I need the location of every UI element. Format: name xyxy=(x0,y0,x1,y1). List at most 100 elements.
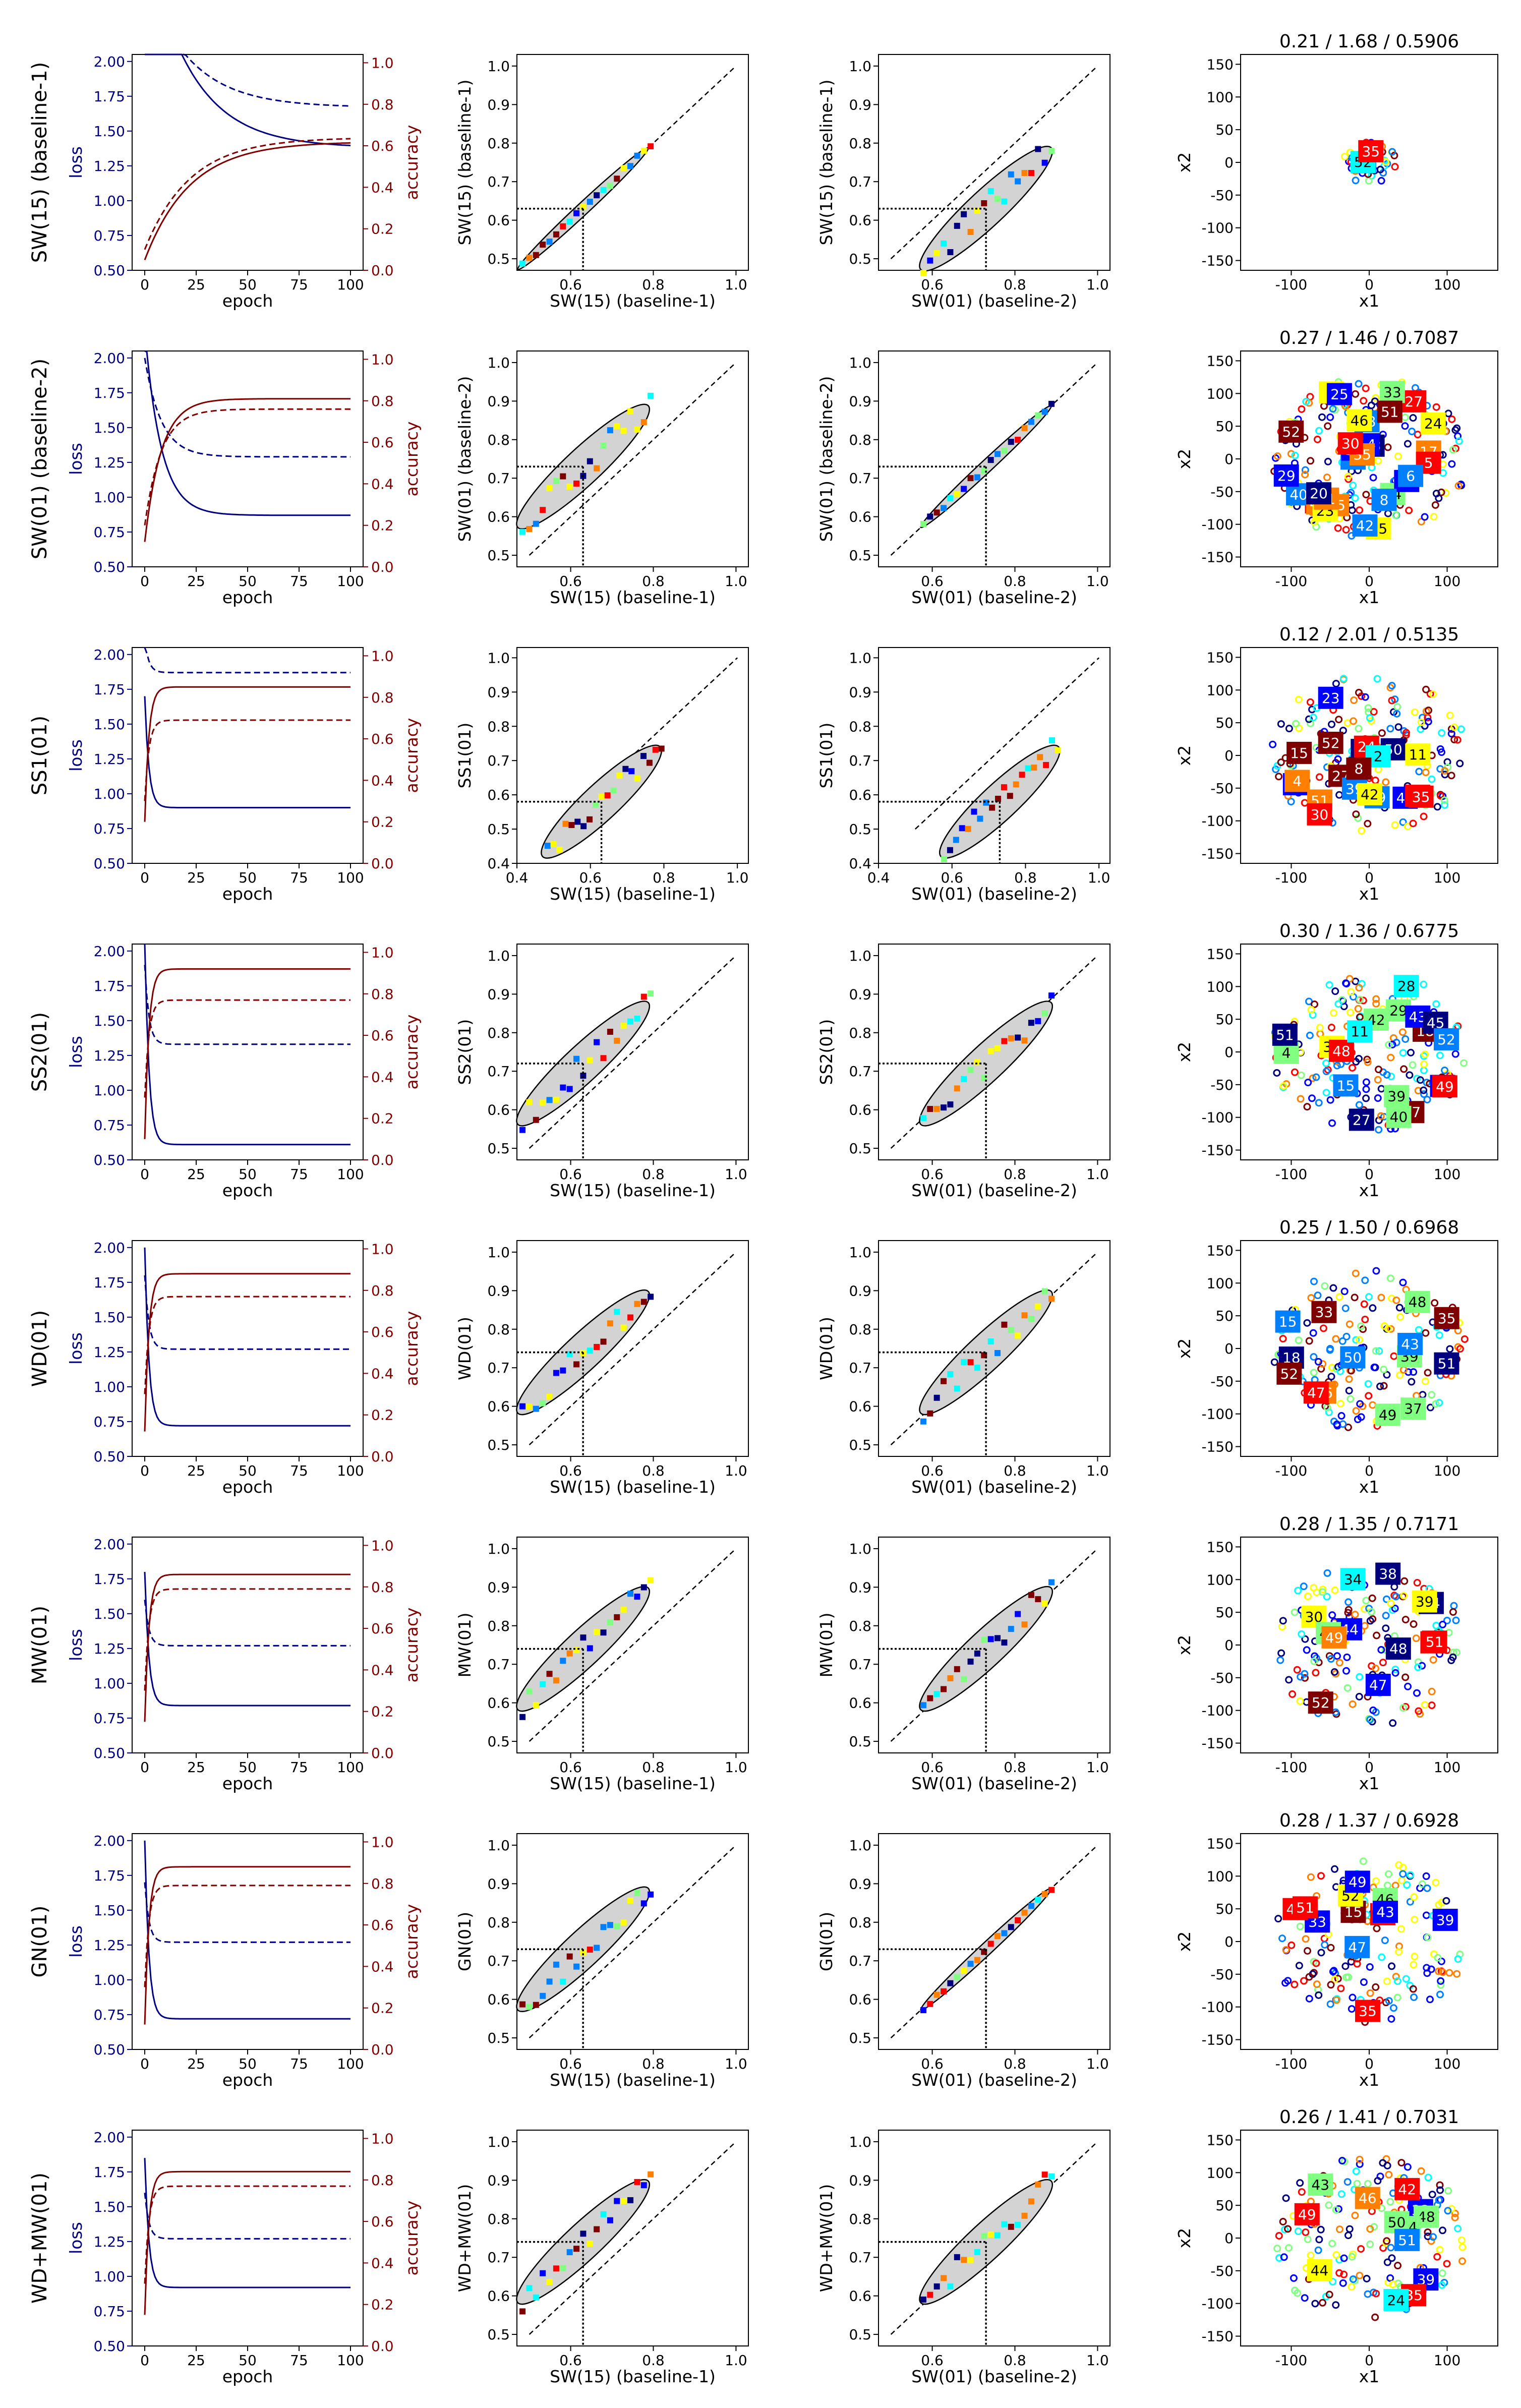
tsne-y-tick-label: 100 xyxy=(1207,1571,1234,1588)
identity-line xyxy=(529,1548,737,1742)
tsne-cluster-label: 51 xyxy=(1381,403,1399,420)
tsne-point xyxy=(1449,446,1457,454)
tsne-point xyxy=(1410,1993,1418,2001)
tsne-cluster-box xyxy=(1420,412,1446,435)
x-tick-label: 0.6 xyxy=(921,1166,944,1183)
tsne-cluster-box xyxy=(1397,1333,1423,1356)
acc-tick-label: 0.0 xyxy=(371,1745,394,1761)
tsne-point xyxy=(1447,772,1455,780)
tsne-x-label: x1 xyxy=(1359,884,1380,904)
y-tick-label: 0.6 xyxy=(487,212,510,229)
y-tick-label: 0.9 xyxy=(487,2172,510,2189)
tsne-point xyxy=(1366,2240,1374,2248)
scatter-point xyxy=(961,1676,967,1683)
tsne-point xyxy=(1394,452,1402,460)
y-tick-label: 0.8 xyxy=(487,2211,510,2227)
y-tick-label: 0.9 xyxy=(849,1579,871,1596)
scatter-point xyxy=(550,841,557,847)
tsne-cluster-label: 52 xyxy=(1282,424,1300,440)
train-loss-line xyxy=(144,696,350,808)
tsne-x-label: x1 xyxy=(1359,1774,1380,1793)
tsne-point xyxy=(1325,981,1333,989)
tsne-cluster-label: 33 xyxy=(1383,384,1401,400)
scatter-x-label: SW(01) (baseline-2) xyxy=(911,884,1077,904)
tsne-point xyxy=(1391,1665,1399,1673)
tsne-point xyxy=(1366,1617,1374,1625)
train-acc-line xyxy=(144,2170,350,2315)
tsne-point xyxy=(1338,2157,1346,2165)
scatter-point xyxy=(977,815,983,822)
tsne-point xyxy=(1436,2186,1444,2194)
acc-tick-label: 0.0 xyxy=(371,1448,394,1465)
scatter-point xyxy=(941,2275,947,2281)
scatter-y-label: SS2(01) xyxy=(816,1019,836,1085)
identity-line xyxy=(529,955,737,1149)
epoch-tick-label: 25 xyxy=(187,1166,205,1183)
tsne-cluster-box xyxy=(1326,383,1352,405)
scatter-point xyxy=(587,1947,593,1953)
tsne-point xyxy=(1346,1320,1354,1328)
x-tick-label: 0.8 xyxy=(1004,2055,1026,2072)
tsne-point xyxy=(1372,1000,1380,1008)
accuracy-axis-label: accuracy xyxy=(402,1608,422,1683)
epoch-tick-label: 100 xyxy=(337,2055,364,2072)
scatter-point xyxy=(933,1105,940,1112)
scatter-point xyxy=(981,2233,987,2239)
tsne-point xyxy=(1429,1656,1437,1664)
tsne-point xyxy=(1397,2159,1406,2167)
tsne-cluster-box xyxy=(1358,140,1384,162)
tsne-title: 0.26 / 1.41 / 0.7031 xyxy=(1279,2107,1459,2128)
tsne-point xyxy=(1298,2188,1306,2196)
tsne-point xyxy=(1424,1369,1432,1377)
tsne-point xyxy=(1380,1382,1388,1390)
loss-tick-label: 1.50 xyxy=(94,1013,125,1029)
tsne-point xyxy=(1284,2225,1292,2233)
tsne-point xyxy=(1277,720,1285,728)
scatter-point xyxy=(1035,2181,1041,2188)
tsne-point xyxy=(1460,1335,1469,1343)
scatter-x-label: SW(15) (baseline-1) xyxy=(550,2070,716,2090)
tsne-point xyxy=(1297,1673,1305,1681)
tsne-point xyxy=(1319,1585,1327,1594)
tsne-point xyxy=(1392,511,1400,519)
y-tick-label: 0.9 xyxy=(849,393,871,409)
y-tick-label: 0.7 xyxy=(849,470,871,487)
train-acc-line xyxy=(144,686,350,822)
scatter-point xyxy=(1021,1909,1028,1916)
tsne-point xyxy=(1437,1981,1445,1989)
tsne-cluster-box xyxy=(1278,420,1304,443)
tsne-point xyxy=(1342,1973,1351,1981)
tsne-point xyxy=(1435,1399,1443,1407)
tsne-cluster-box xyxy=(1377,400,1402,423)
y-tick-label: 0.5 xyxy=(487,1437,510,1453)
scatter-point xyxy=(546,239,553,245)
tsne-point xyxy=(1323,1569,1331,1577)
tsne-cluster-box xyxy=(1321,1626,1347,1649)
y-tick-label: 0.6 xyxy=(487,509,510,525)
model-name-label: SS2(01) xyxy=(28,1012,51,1092)
y-tick-label: 0.6 xyxy=(849,1102,871,1119)
loss-tick-label: 0.50 xyxy=(94,1745,125,1761)
x-tick-label: 0.8 xyxy=(642,573,665,590)
tsne-point xyxy=(1452,1616,1460,1624)
tsne-point xyxy=(1399,1049,1407,1057)
acc-tick-label: 1.0 xyxy=(371,1537,394,1554)
row-4: 0 25 50 75 1000.500.751.001.251.501.752.000.… xyxy=(28,1217,1498,1497)
scatter-x-label: SW(01) (baseline-2) xyxy=(911,588,1077,607)
tsne-point xyxy=(1332,1335,1340,1343)
y-tick-label: 0.9 xyxy=(487,96,510,113)
scatter-point xyxy=(1035,1596,1041,1603)
tsne-point xyxy=(1372,2289,1380,2298)
x-tick-label: 0.6 xyxy=(921,2055,944,2072)
tsne-y-tick-label: -100 xyxy=(1201,1406,1234,1423)
model-name-label: WD+MW(01) xyxy=(28,2172,51,2304)
tsne-point xyxy=(1354,1005,1362,1013)
x-tick-label: 0.6 xyxy=(921,2352,944,2369)
scatter-point xyxy=(607,1922,613,1928)
tsne-cluster-label: 43 xyxy=(1311,2177,1329,2193)
scatter-point xyxy=(1001,1930,1008,1936)
tsne-point xyxy=(1296,1697,1304,1705)
scatter-point xyxy=(1041,159,1048,166)
scatter-point xyxy=(961,1359,967,1365)
tsne-cluster-label: 48 xyxy=(1332,1043,1351,1060)
